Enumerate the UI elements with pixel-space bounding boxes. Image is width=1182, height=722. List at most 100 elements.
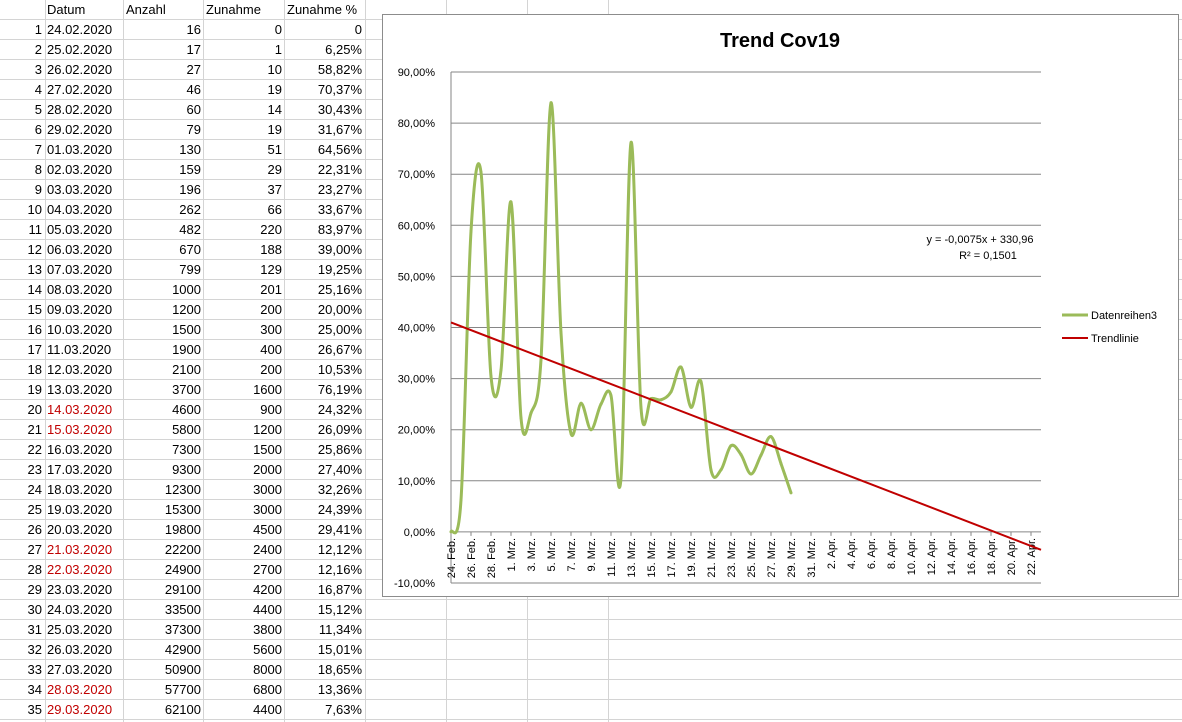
increase-percent-cell[interactable]: 15,12% [317, 602, 362, 617]
row-number[interactable]: 24 [27, 482, 42, 497]
increase-cell[interactable]: 29 [267, 162, 282, 177]
date-cell[interactable]: 05.03.2020 [47, 222, 113, 237]
increase-percent-cell[interactable]: 70,37% [317, 82, 362, 97]
date-cell[interactable]: 15.03.2020 [47, 422, 113, 437]
count-cell[interactable]: 33500 [164, 602, 201, 617]
count-cell[interactable]: 15300 [164, 502, 201, 517]
date-cell[interactable]: 14.03.2020 [47, 402, 113, 417]
increase-percent-cell[interactable]: 12,16% [317, 562, 362, 577]
row-number[interactable]: 10 [27, 202, 42, 217]
date-cell[interactable]: 28.03.2020 [47, 682, 113, 697]
count-cell[interactable]: 62100 [164, 702, 201, 717]
date-cell[interactable]: 12.03.2020 [47, 362, 113, 377]
increase-percent-cell[interactable]: 76,19% [317, 382, 362, 397]
date-cell[interactable]: 29.02.2020 [47, 122, 113, 137]
column-header-cell[interactable]: Datum [47, 2, 86, 17]
date-cell[interactable]: 24.03.2020 [47, 602, 113, 617]
count-cell[interactable]: 57700 [164, 682, 201, 697]
count-cell[interactable]: 262 [179, 202, 201, 217]
count-cell[interactable]: 16 [186, 22, 201, 37]
increase-cell[interactable]: 51 [267, 142, 282, 157]
increase-percent-cell[interactable]: 27,40% [317, 462, 362, 477]
increase-cell[interactable]: 2400 [253, 542, 282, 557]
date-cell[interactable]: 17.03.2020 [47, 462, 113, 477]
increase-cell[interactable]: 2000 [253, 462, 282, 477]
row-number[interactable]: 13 [27, 262, 42, 277]
date-cell[interactable]: 09.03.2020 [47, 302, 113, 317]
date-cell[interactable]: 27.02.2020 [47, 82, 113, 97]
increase-percent-cell[interactable]: 29,41% [317, 522, 362, 537]
date-cell[interactable]: 21.03.2020 [47, 542, 113, 557]
increase-cell[interactable]: 1200 [253, 422, 282, 437]
increase-percent-cell[interactable]: 58,82% [317, 62, 362, 77]
count-cell[interactable]: 79 [186, 122, 201, 137]
count-cell[interactable]: 19800 [164, 522, 201, 537]
increase-cell[interactable]: 4400 [253, 602, 282, 617]
row-number[interactable]: 21 [27, 422, 42, 437]
increase-cell[interactable]: 66 [267, 202, 282, 217]
date-cell[interactable]: 20.03.2020 [47, 522, 113, 537]
increase-cell[interactable]: 0 [274, 22, 282, 37]
date-cell[interactable]: 26.03.2020 [47, 642, 113, 657]
increase-percent-cell[interactable]: 20,00% [317, 302, 362, 317]
date-cell[interactable]: 18.03.2020 [47, 482, 113, 497]
increase-cell[interactable]: 19 [267, 82, 282, 97]
increase-percent-cell[interactable]: 24,32% [317, 402, 362, 417]
increase-percent-cell[interactable]: 30,43% [317, 102, 362, 117]
count-cell[interactable]: 17 [186, 42, 201, 57]
count-cell[interactable]: 22200 [164, 542, 201, 557]
row-number[interactable]: 8 [34, 162, 42, 177]
increase-cell[interactable]: 129 [260, 262, 282, 277]
count-cell[interactable]: 46 [186, 82, 201, 97]
date-cell[interactable]: 29.03.2020 [47, 702, 113, 717]
count-cell[interactable]: 3700 [172, 382, 201, 397]
increase-cell[interactable]: 10 [267, 62, 282, 77]
count-cell[interactable]: 7300 [172, 442, 201, 457]
date-cell[interactable]: 07.03.2020 [47, 262, 113, 277]
count-cell[interactable]: 196 [179, 182, 201, 197]
count-cell[interactable]: 130 [179, 142, 201, 157]
row-number[interactable]: 25 [27, 502, 42, 517]
increase-cell[interactable]: 37 [267, 182, 282, 197]
date-cell[interactable]: 24.02.2020 [47, 22, 113, 37]
row-number[interactable]: 4 [34, 82, 42, 97]
column-header-cell[interactable]: Zunahme [206, 2, 261, 17]
increase-percent-cell[interactable]: 18,65% [317, 662, 362, 677]
row-number[interactable]: 12 [27, 242, 42, 257]
date-cell[interactable]: 16.03.2020 [47, 442, 113, 457]
increase-percent-cell[interactable]: 31,67% [317, 122, 362, 137]
date-cell[interactable]: 26.02.2020 [47, 62, 113, 77]
increase-percent-cell[interactable]: 11,34% [318, 622, 362, 637]
row-number[interactable]: 30 [27, 602, 42, 617]
date-cell[interactable]: 28.02.2020 [47, 102, 113, 117]
row-number[interactable]: 31 [27, 622, 42, 637]
date-cell[interactable]: 08.03.2020 [47, 282, 113, 297]
count-cell[interactable]: 12300 [164, 482, 201, 497]
row-number[interactable]: 17 [27, 342, 42, 357]
row-number[interactable]: 22 [27, 442, 42, 457]
row-number[interactable]: 33 [27, 662, 42, 677]
row-number[interactable]: 15 [27, 302, 42, 317]
increase-percent-cell[interactable]: 23,27% [317, 182, 362, 197]
increase-percent-cell[interactable]: 6,25% [325, 42, 362, 57]
increase-cell[interactable]: 19 [267, 122, 282, 137]
increase-percent-cell[interactable]: 12,12% [317, 542, 362, 557]
count-cell[interactable]: 159 [179, 162, 201, 177]
row-number[interactable]: 19 [27, 382, 42, 397]
increase-cell[interactable]: 14 [267, 102, 282, 117]
increase-cell[interactable]: 1500 [253, 442, 282, 457]
row-number[interactable]: 11 [28, 222, 43, 237]
row-number[interactable]: 9 [34, 182, 42, 197]
date-cell[interactable]: 13.03.2020 [47, 382, 113, 397]
increase-percent-cell[interactable]: 64,56% [317, 142, 362, 157]
increase-percent-cell[interactable]: 15,01% [317, 642, 362, 657]
row-number[interactable]: 3 [34, 62, 42, 77]
date-cell[interactable]: 19.03.2020 [47, 502, 113, 517]
date-cell[interactable]: 25.03.2020 [47, 622, 113, 637]
increase-percent-cell[interactable]: 0 [354, 22, 362, 37]
date-cell[interactable]: 02.03.2020 [47, 162, 113, 177]
row-number[interactable]: 16 [27, 322, 42, 337]
row-number[interactable]: 23 [27, 462, 42, 477]
count-cell[interactable]: 42900 [164, 642, 201, 657]
column-header-cell[interactable]: Zunahme % [287, 2, 358, 17]
